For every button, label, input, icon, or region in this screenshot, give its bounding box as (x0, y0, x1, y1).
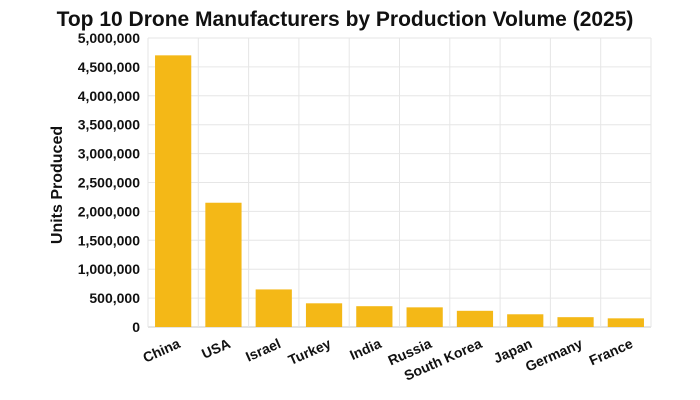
x-tick-label: China (140, 335, 182, 366)
bar-india (356, 306, 393, 327)
bar-russia (406, 307, 443, 327)
bars-layer (155, 55, 644, 328)
y-tick-label: 2,000,000 (78, 203, 140, 219)
y-tick-label: 5,000,000 (78, 30, 140, 46)
bar-china (155, 55, 192, 328)
x-tick-label: Germany (523, 335, 585, 374)
x-tick-label: France (587, 335, 636, 368)
bar-south-korea (456, 310, 494, 327)
bar-turkey (305, 303, 343, 327)
bar-israel (255, 289, 292, 327)
bar-usa (205, 202, 242, 327)
y-tick-label: 3,000,000 (78, 146, 140, 162)
bar-japan (507, 314, 544, 327)
y-tick-label: 1,500,000 (78, 232, 140, 248)
y-tick-label: 500,000 (89, 290, 140, 306)
x-tick-label: India (347, 335, 384, 363)
grid-layer (147, 37, 652, 328)
y-axis-ticks: 0 500,000 1,000,000 1,500,000 2,000,000 2,500… (78, 30, 141, 335)
bar-germany (557, 317, 594, 327)
y-tick-label: 3,500,000 (78, 117, 140, 133)
x-tick-label: USA (199, 335, 233, 362)
y-tick-label: 1,000,000 (78, 261, 140, 277)
y-tick-label: 4,500,000 (78, 59, 140, 75)
y-tick-label: 4,000,000 (78, 88, 140, 104)
chart-title: Top 10 Drone Manufacturers by Production… (57, 8, 634, 31)
x-tick-label: Israel (243, 335, 283, 365)
y-tick-label: 0 (132, 319, 140, 335)
y-axis-label: Units Produced (49, 126, 66, 244)
x-tick-label: Turkey (286, 335, 334, 368)
bar-france (607, 318, 644, 327)
y-tick-label: 2,500,000 (78, 175, 140, 191)
